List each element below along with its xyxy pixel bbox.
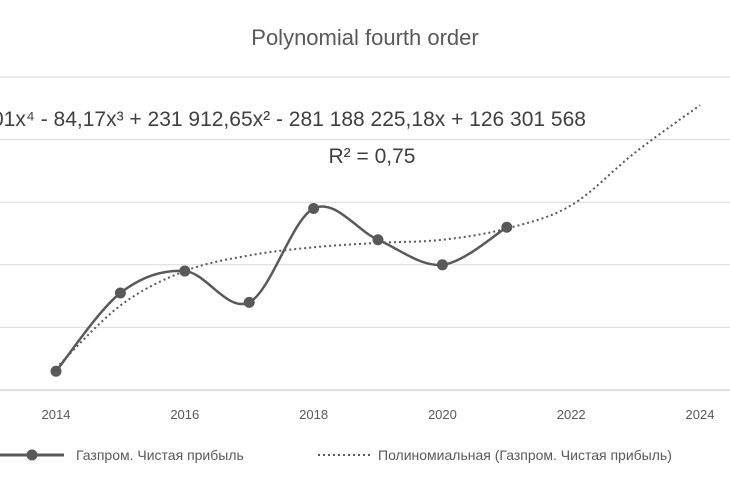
x-tick-label: 2016 [170,407,199,422]
r-squared-label: R² = 0,75 [329,145,416,168]
x-tick-label: 2020 [428,407,457,422]
x-tick-label: 2022 [557,407,586,422]
data-point [436,259,448,271]
x-axis: 2014 2016 2018 2020 2022 2024 [42,407,715,422]
data-point [243,296,255,308]
data-point [308,202,320,214]
data-point [50,365,62,377]
x-tick-label: 2018 [299,407,328,422]
legend: Газпром. Чистая прибыль Полиномиальная (… [0,447,672,463]
x-tick-label: 2014 [42,407,71,422]
legend-label-series-1: Газпром. Чистая прибыль [76,447,244,463]
plot-area [50,104,701,377]
legend-marker-series-1 [26,449,38,461]
trendline-equation: 01x⁴ - 84,17x³ + 231 912,65x² - 281 188 … [0,108,586,131]
data-point [372,234,384,246]
grid [0,76,730,391]
data-point [501,221,513,233]
data-point [114,287,126,299]
data-point [179,265,191,277]
legend-label-series-2: Полиномиальная (Газпром. Чистая прибыль) [378,447,672,463]
chart-title: Polynomial fourth order [251,25,478,50]
x-tick-label: 2024 [686,407,715,422]
